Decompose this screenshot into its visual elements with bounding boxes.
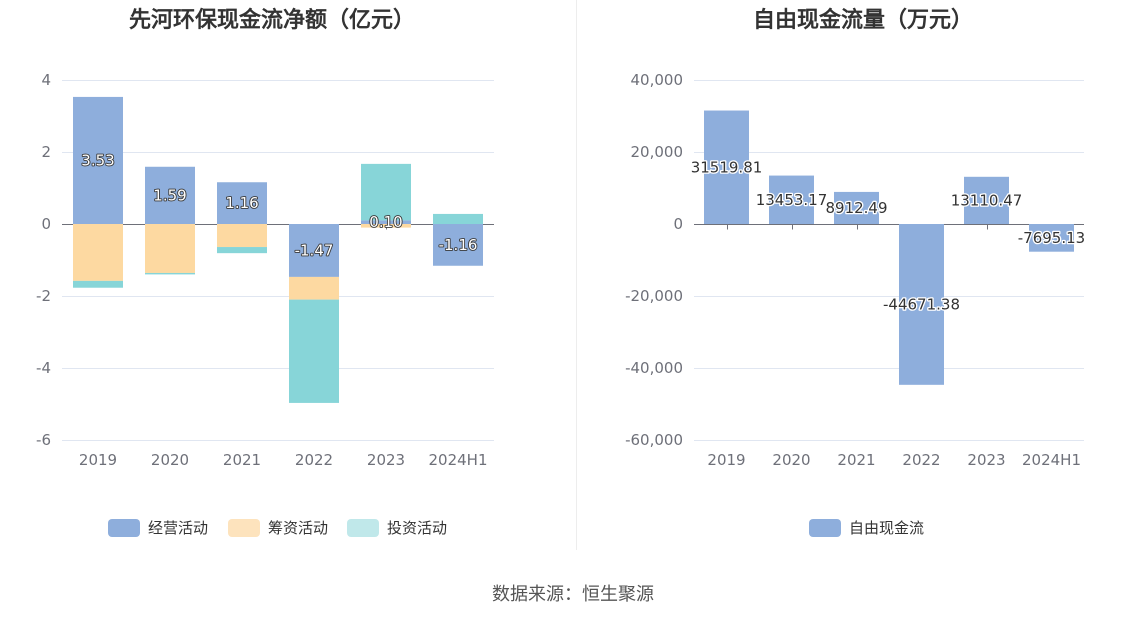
data-label-free-cash-flow-2021: 8912.49	[825, 199, 887, 217]
y-tick-label: 20,000	[631, 143, 684, 161]
legend-item-free-cash-flow[interactable]: 自由现金流	[809, 519, 924, 537]
bar-financing-2020	[145, 224, 195, 273]
legend-swatch	[809, 519, 841, 537]
legend-item-financing[interactable]: 筹资活动	[228, 519, 328, 537]
chart-title: 自由现金流量（万元）	[753, 7, 973, 33]
legend-item-investing[interactable]: 投资活动	[347, 519, 447, 537]
data-label-operating-2023: 0.10	[369, 213, 402, 231]
cash-flow-net-chart: 先河环保现金流净额（亿元） 4 2 0 -2 -4 -6 2019 2020 2021 2022 2…	[36, 7, 494, 537]
y-tick-label: -40,000	[625, 359, 683, 377]
data-label-free-cash-flow-2024h1: -7695.13	[1018, 229, 1085, 247]
x-tick-label: 2021	[223, 451, 261, 469]
bar-investing-2021	[217, 247, 267, 254]
data-label-free-cash-flow-2020: 13453.17	[756, 191, 828, 209]
bar-financing-2021	[217, 224, 267, 248]
bar-financing-2023	[361, 224, 411, 228]
y-tick-label: 40,000	[631, 71, 684, 89]
bar-free-cash-flow-2020	[769, 175, 814, 224]
y-tick-label: -4	[36, 359, 51, 377]
x-tick-label: 2023	[367, 451, 405, 469]
bar-financing-2022	[289, 276, 339, 300]
bar-investing-2020	[145, 272, 195, 275]
data-label-operating-2019: 3.53	[81, 151, 114, 169]
y-tick-label: 4	[41, 71, 51, 89]
legend-item-operating[interactable]: 经营活动	[108, 519, 208, 537]
data-source-note: 数据来源：恒生聚源	[492, 584, 654, 605]
legend-swatch	[347, 519, 379, 537]
y-tick-label: 0	[673, 215, 683, 233]
bar-operating-2023	[361, 220, 411, 224]
bar-free-cash-flow-2022	[899, 224, 944, 385]
x-tick-label: 2022	[902, 451, 940, 469]
x-tick-label: 2022	[295, 451, 333, 469]
bar-investing-2019	[73, 280, 123, 288]
x-tick-label: 2020	[151, 451, 189, 469]
x-tick-label: 2021	[837, 451, 875, 469]
bar-investing-2024h1	[433, 213, 483, 224]
y-tick-label: -6	[36, 431, 51, 449]
data-label-operating-2021: 1.16	[225, 194, 258, 212]
y-tick-label: 2	[41, 143, 51, 161]
bar-free-cash-flow-2023	[964, 176, 1009, 224]
legend-swatch	[228, 519, 260, 537]
data-label-operating-2024h1: -1.16	[439, 236, 478, 254]
bar-operating-2019	[73, 96, 123, 224]
bar-investing-2022	[289, 299, 339, 403]
x-tick-label: 2020	[772, 451, 810, 469]
y-tick-label: 0	[41, 215, 51, 233]
data-label-free-cash-flow-2019: 31519.81	[691, 158, 763, 176]
data-label-operating-2020: 1.59	[153, 186, 186, 204]
x-tick-label: 2023	[967, 451, 1005, 469]
y-tick-label: -20,000	[625, 287, 683, 305]
legend-label: 投资活动	[387, 519, 447, 537]
legend-label: 自由现金流	[849, 519, 924, 537]
x-tick-label: 2019	[79, 451, 117, 469]
x-tick-label: 2019	[707, 451, 745, 469]
bar-operating-2020	[145, 166, 195, 224]
bar-operating-2022	[289, 224, 339, 277]
data-label-free-cash-flow-2023: 13110.47	[951, 191, 1023, 209]
legend-label: 经营活动	[148, 519, 208, 537]
free-cash-flow-chart: 自由现金流量（万元） 40,000 20,000 0 -20,000 -40,000 -6…	[625, 7, 1087, 537]
bar-operating-2021	[217, 182, 267, 224]
chart-title: 先河环保现金流净额（亿元）	[129, 7, 415, 33]
x-tick-label: 2024H1	[429, 451, 488, 469]
bar-financing-2019	[73, 224, 123, 281]
bar-investing-2023	[361, 163, 411, 221]
bar-free-cash-flow-2021	[834, 191, 879, 224]
y-tick-label: -60,000	[625, 431, 683, 449]
data-label-free-cash-flow-2022: -44671.38	[883, 295, 960, 313]
data-label-operating-2022: -1.47	[295, 241, 334, 259]
y-tick-label: -2	[36, 287, 51, 305]
bar-free-cash-flow-2024h1	[1029, 224, 1074, 252]
legend-label: 筹资活动	[268, 519, 328, 537]
legend-swatch	[108, 519, 140, 537]
bar-free-cash-flow-2019	[704, 110, 749, 224]
bar-operating-2024h1	[433, 224, 483, 266]
x-tick-label: 2024H1	[1022, 451, 1081, 469]
